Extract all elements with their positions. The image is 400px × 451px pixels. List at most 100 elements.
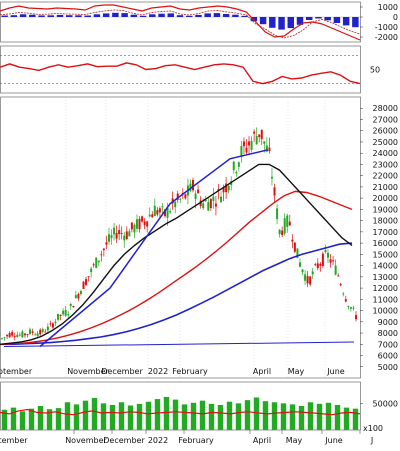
price-candle-body <box>133 225 136 233</box>
price-candle-body <box>18 334 21 336</box>
price-candle-body <box>3 337 6 338</box>
price-candle-body <box>69 303 72 306</box>
macd-histogram-bar <box>38 15 45 17</box>
volume-bar <box>109 404 116 430</box>
price-candle-body <box>176 193 179 200</box>
volume-bar <box>226 401 233 430</box>
price-candle-body <box>74 295 77 299</box>
price-candle-body <box>270 176 273 179</box>
macd-histogram-bar <box>186 15 193 17</box>
macd-histogram-bar <box>19 14 27 17</box>
price-candle-body <box>130 222 133 230</box>
price-candle-body <box>62 310 65 315</box>
price-y-tick-label: 6000 <box>378 352 398 361</box>
price-ma-mid-line <box>0 163 353 345</box>
price-candle-body <box>105 242 108 245</box>
macd-histogram-bar <box>1 15 8 17</box>
macd-frame <box>0 1 361 43</box>
macd-histogram-bar <box>47 15 54 17</box>
price-candle-body <box>57 313 60 320</box>
volume-bar <box>271 402 278 430</box>
price-candle-body <box>1 338 3 340</box>
price-candle-body <box>125 231 128 240</box>
price-candle-body <box>260 129 263 140</box>
macd-histogram-bar <box>158 13 165 17</box>
price-x-tick-label: November <box>67 367 109 376</box>
macd-histogram-bar <box>195 14 202 17</box>
volume-x-tick-label: 2022 <box>148 436 168 445</box>
macd-histogram-bar <box>324 17 331 21</box>
price-candle-body <box>245 147 248 153</box>
volume-bar <box>262 401 269 430</box>
price-candle-body <box>135 219 138 229</box>
volume-bar <box>181 404 188 430</box>
volume-bar <box>298 406 305 430</box>
price-candle-body <box>110 235 113 239</box>
price-candle-body <box>34 334 37 336</box>
price-candle-body <box>189 183 192 192</box>
price-candle-body <box>87 276 90 278</box>
macd-histogram-bar <box>306 17 313 20</box>
price-candle-body <box>314 264 317 266</box>
volume-bar <box>217 404 224 430</box>
price-candle-body <box>329 259 332 263</box>
volume-bar <box>100 403 107 430</box>
price-candle-body <box>263 141 266 144</box>
price-candle-body <box>141 216 144 222</box>
price-candle-body <box>212 196 215 201</box>
price-candle-body <box>237 162 240 167</box>
rsi-line <box>0 62 361 85</box>
price-candle-body <box>16 334 19 338</box>
macd-histogram-bar <box>259 17 267 25</box>
price-ma-long-line <box>0 242 353 346</box>
macd-y-tick-label: -1000 <box>375 23 398 32</box>
macd-panel: 10000-1000-2000 <box>0 1 398 43</box>
price-candle-body <box>283 218 286 234</box>
macd-histogram-bar <box>222 14 230 17</box>
price-candle-body <box>158 208 161 213</box>
volume-bar <box>307 402 314 430</box>
price-y-tick-label: 8000 <box>378 329 398 338</box>
price-candle-body <box>194 193 197 200</box>
price-candle-body <box>41 329 44 333</box>
macd-histogram-bar <box>102 13 110 17</box>
price-x-tick-label: April <box>253 367 271 376</box>
price-frame <box>0 96 361 379</box>
price-candle-body <box>301 269 304 273</box>
price-candle-body <box>21 331 24 338</box>
price-candle-body <box>311 271 314 275</box>
price-candle-body <box>54 321 57 324</box>
price-trendline <box>39 149 269 348</box>
price-candle-body <box>39 329 42 335</box>
price-candle-body <box>220 196 223 203</box>
price-candle-body <box>222 187 225 193</box>
macd-histogram-bar <box>342 17 350 26</box>
price-y-tick-label: 21000 <box>373 183 398 192</box>
volume-bar <box>199 400 206 430</box>
volume-bar <box>163 396 170 430</box>
volume-bar <box>91 398 98 430</box>
volume-bar <box>136 403 143 430</box>
price-y-tick-label: 9000 <box>378 318 398 327</box>
volume-bar <box>172 399 179 430</box>
macd-line <box>0 4 361 41</box>
volume-x-tick-label: February <box>178 436 214 445</box>
price-candle-body <box>296 248 299 258</box>
macd-histogram-bar <box>112 12 119 17</box>
volume-bar <box>316 403 323 430</box>
price-candle-body <box>79 290 82 295</box>
macd-y-tick-label: 0 <box>393 13 398 22</box>
price-candle-body <box>326 252 329 258</box>
price-candle-body <box>77 294 80 299</box>
price-ma-slow-line <box>0 190 353 345</box>
macd-histogram-bar <box>29 14 36 17</box>
price-candle-body <box>8 333 11 338</box>
price-candle-body <box>298 262 301 267</box>
volume-bar <box>235 403 242 430</box>
volume-x-tick-label: November <box>65 436 107 445</box>
volume-bar <box>37 406 44 430</box>
macd-histogram-bar <box>333 17 341 23</box>
